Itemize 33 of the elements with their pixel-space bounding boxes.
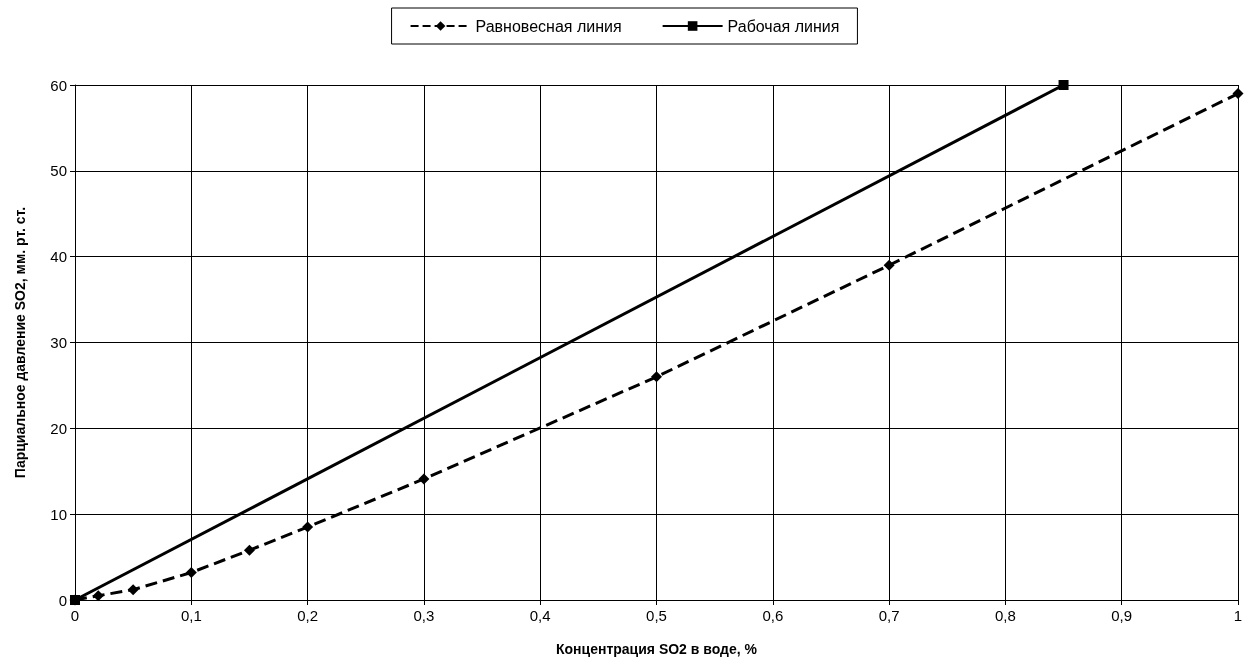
x-tick-label: 0,4 xyxy=(529,607,551,624)
x-tick-label: 0,7 xyxy=(878,607,900,624)
x-tick-label: 0,9 xyxy=(1111,607,1133,624)
x-tick-label: 0,1 xyxy=(180,607,202,624)
y-tick-label: 60 xyxy=(50,76,67,94)
x-tick-label: 0,2 xyxy=(297,607,319,624)
y-tick-label: 0 xyxy=(58,591,67,609)
y-tick-label: 40 xyxy=(50,248,67,266)
point xyxy=(243,544,255,556)
x-tick-label: 1 xyxy=(1233,607,1243,624)
x-tick-label: 0,6 xyxy=(762,607,784,624)
point xyxy=(883,259,895,271)
point xyxy=(127,584,139,596)
point xyxy=(70,595,80,605)
x-tick-label: 0,8 xyxy=(994,607,1016,624)
y-tick-label: 50 xyxy=(50,162,67,180)
x-tick-label: 0,5 xyxy=(646,607,667,624)
x-tick-label: 0 xyxy=(70,607,80,624)
x-axis-title: Концентрация SO2 в воде, % xyxy=(556,641,758,657)
legend-label: Равновесная линия xyxy=(475,17,622,35)
point xyxy=(92,590,104,602)
legend-label: Рабочая линия xyxy=(727,17,840,35)
point xyxy=(302,521,314,533)
y-tick-label: 20 xyxy=(50,419,67,437)
y-tick-label: 30 xyxy=(50,334,67,351)
point xyxy=(418,473,430,485)
y-axis-title: Парциальное давление SO2, мм. рт. ст. xyxy=(12,206,28,479)
x-tick-label: 0,3 xyxy=(413,607,435,624)
point xyxy=(1232,88,1244,100)
point xyxy=(185,567,197,579)
point xyxy=(1058,80,1069,90)
point xyxy=(651,371,662,383)
y-tick-label: 10 xyxy=(50,505,67,523)
